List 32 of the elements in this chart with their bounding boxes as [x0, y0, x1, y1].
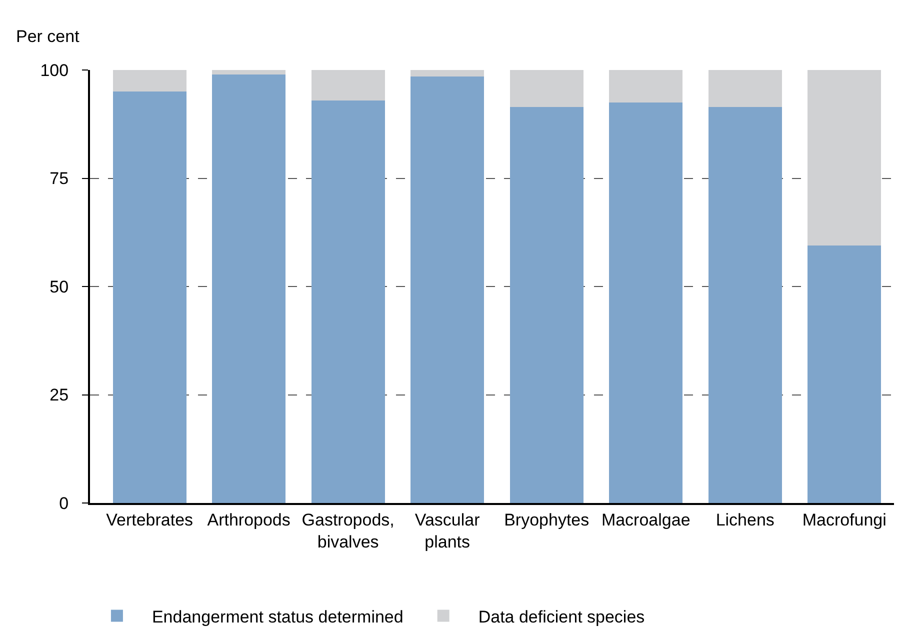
x-tick-label: Macroalgae: [601, 510, 690, 530]
y-tick-label: 75: [50, 169, 69, 188]
bar: [510, 106, 584, 503]
bar: [808, 70, 882, 246]
bar: [708, 106, 782, 503]
bar: [609, 102, 683, 503]
bar: [410, 70, 484, 76]
bar: [311, 100, 385, 503]
bar: [808, 245, 882, 503]
y-tick-label: 0: [59, 494, 69, 513]
bar: [112, 70, 186, 92]
bar: [708, 70, 782, 107]
x-tick-label: Vertebrates: [106, 510, 194, 530]
bar: [112, 92, 186, 503]
x-tick-label: Gastropods, bivalves: [302, 510, 394, 552]
legend-label: Endangerment status determined: [152, 607, 404, 626]
bar: [510, 70, 584, 107]
legend-label: Data deficient species: [478, 607, 645, 626]
x-tick-label: Arthropods: [207, 510, 290, 530]
bar: [609, 70, 683, 102]
x-tick-label: Vascular plants: [414, 510, 480, 552]
y-tick-label: 100: [40, 60, 69, 80]
bar: [410, 76, 484, 503]
bar: [212, 74, 286, 503]
y-tick-label: 25: [50, 386, 69, 405]
x-tick-label: Macrofungi: [802, 510, 886, 530]
x-tick-label: Bryophytes: [504, 510, 590, 530]
y-axis-title: Per cent: [16, 27, 80, 46]
bar: [311, 70, 385, 100]
bar: [212, 70, 286, 74]
x-tick-label: Lichens: [716, 510, 774, 530]
y-tick-label: 50: [50, 277, 69, 296]
